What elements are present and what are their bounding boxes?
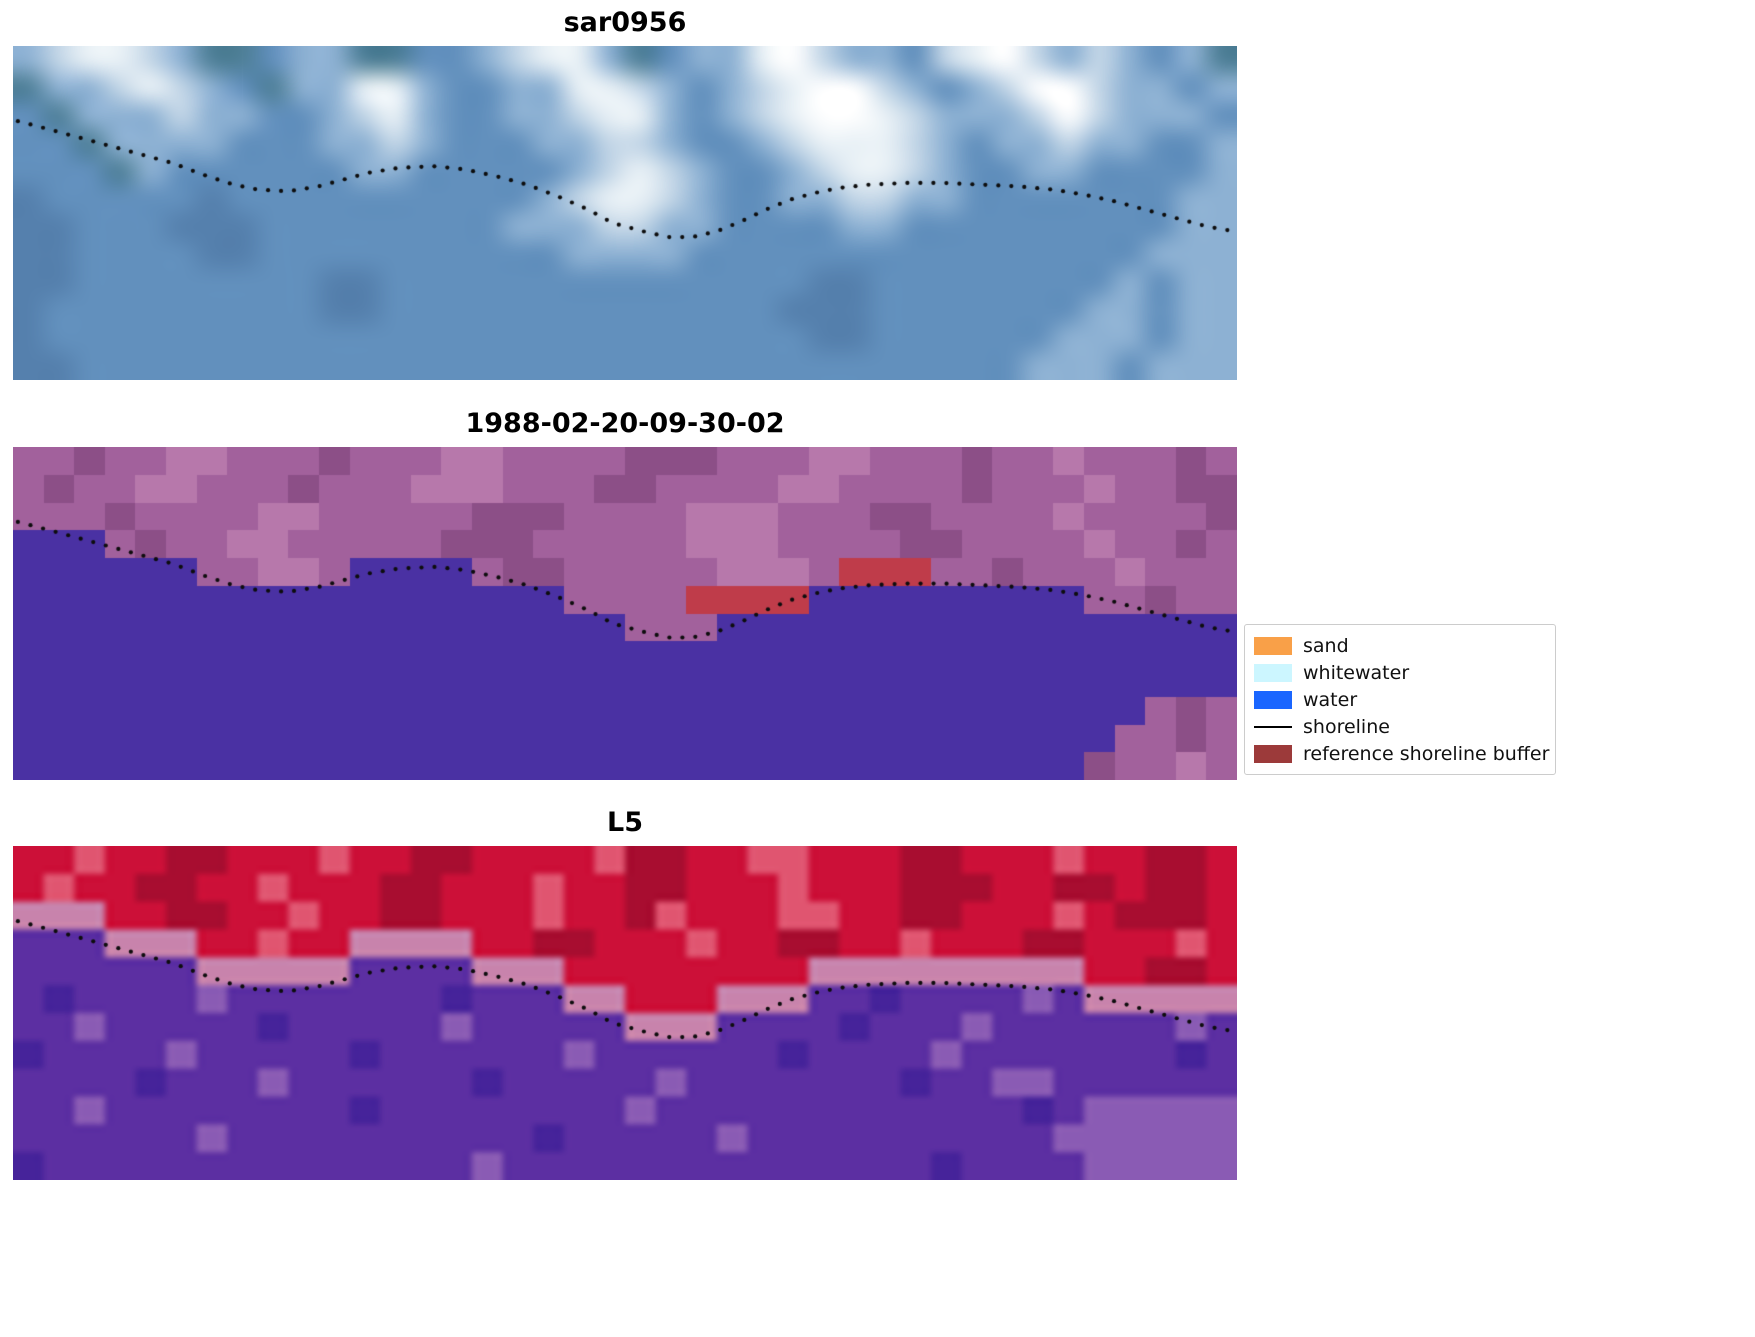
panel-title-sar: sar0956 [563, 7, 687, 38]
reference-shoreline-buffer-swatch [1254, 744, 1292, 763]
water-swatch [1254, 690, 1292, 709]
panel-sar: sar0956 [13, 6, 1237, 380]
legend-label: reference shoreline buffer [1303, 742, 1550, 765]
sand-swatch [1254, 636, 1292, 655]
legend-item-whitewater: whitewater [1254, 659, 1546, 686]
panel-classified: 1988-02-20-09-30-02 [13, 407, 1237, 780]
legend-label: shoreline [1303, 715, 1390, 738]
whitewater-swatch [1254, 663, 1292, 682]
shoreline-swatch [1254, 718, 1292, 736]
panel-image-sar [13, 46, 1237, 380]
panel-image-classified [13, 447, 1237, 780]
legend-item-shoreline: shoreline [1254, 713, 1546, 740]
panel-title-l5: L5 [607, 807, 643, 838]
legend: sand whitewater water shoreline reference sh… [1244, 624, 1556, 775]
legend-label: sand [1303, 634, 1349, 657]
legend-item-reference-shoreline-buffer: reference shoreline buffer [1254, 740, 1550, 767]
legend-item-water: water [1254, 686, 1546, 713]
legend-item-sand: sand [1254, 632, 1546, 659]
legend-label: whitewater [1303, 661, 1410, 684]
panel-title-classified: 1988-02-20-09-30-02 [465, 408, 785, 439]
legend-label: water [1303, 688, 1358, 711]
panel-image-l5 [13, 846, 1237, 1180]
panel-l5: L5 [13, 806, 1237, 1180]
